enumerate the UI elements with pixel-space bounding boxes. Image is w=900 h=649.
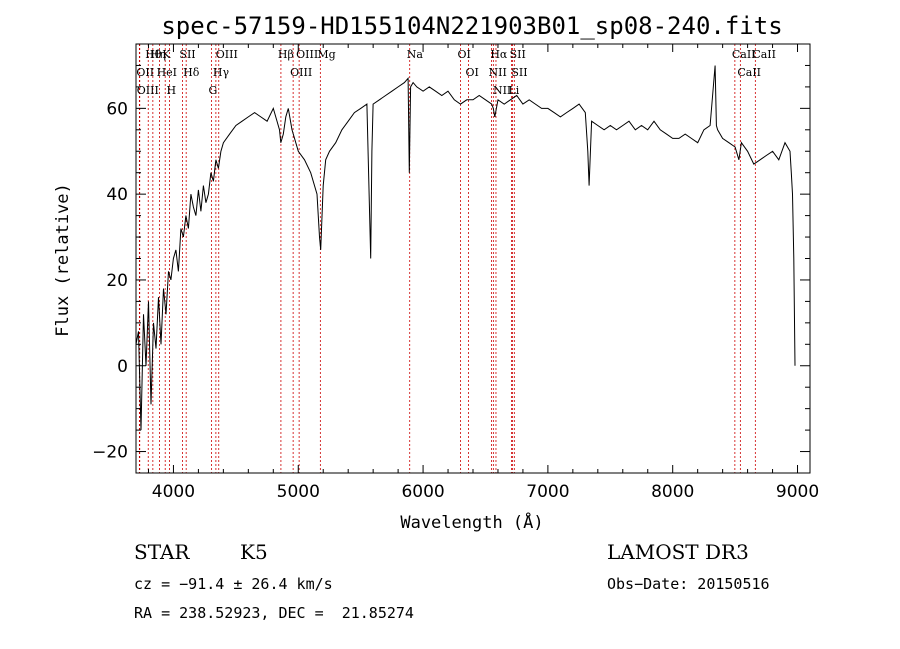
spectral-line-label: CaII	[737, 66, 761, 79]
spectral-line-label: Hδ	[183, 66, 200, 79]
spectral-line-label: NII	[488, 66, 506, 79]
spectral-line-label: SII	[179, 48, 195, 61]
spectral-line-label: OII	[136, 66, 154, 79]
spectral-line-label: CaII	[732, 48, 756, 61]
spectral-line-label: Hβ	[278, 48, 294, 61]
spectral-line-label: Li	[508, 84, 519, 97]
spectral-line-label: H	[166, 84, 176, 97]
spectral-line-label: Hη	[150, 48, 166, 61]
spectrum-series	[135, 65, 796, 431]
x-tick-label: 4000	[152, 482, 195, 502]
spectral-line-label: SII	[510, 48, 526, 61]
spectral-line-label: NII	[493, 84, 511, 97]
chart-title: spec-57159-HD155104N221903B01_sp08-240.f…	[161, 12, 782, 40]
spectrum-line-flux	[135, 65, 796, 431]
spectral-line-label: OI	[458, 48, 471, 61]
spectral-line-label: CaII	[752, 48, 776, 61]
spectral-line-label: HeI	[157, 66, 177, 79]
object-subclass: K5	[240, 540, 268, 564]
x-tick-label: 5000	[277, 482, 320, 502]
y-tick-label: 40	[106, 185, 128, 205]
object-class: STAR	[134, 540, 190, 564]
spectral-line-label: OIII	[216, 48, 238, 61]
y-axis-label: Flux (relative)	[53, 183, 73, 337]
spectral-line-label: Hθ	[145, 48, 162, 61]
plot-frame	[135, 43, 811, 474]
spectral-lines	[138, 44, 756, 473]
x-tick-label: 7000	[526, 482, 569, 502]
x-tick-label: 8000	[651, 482, 694, 502]
redshift-readout: cz = −91.4 ± 26.4 km/s	[134, 575, 333, 593]
spectral-line-label: OIII	[137, 84, 159, 97]
spectral-line-label: Na	[407, 48, 424, 61]
obs-date: Obs−Date: 20150516	[607, 575, 770, 593]
y-tick-label: 0	[117, 357, 128, 377]
spectral-line-label: OI	[466, 66, 479, 79]
spectral-line-label: Hγ	[213, 66, 230, 79]
spectral-line-label: OIII	[296, 48, 318, 61]
spectral-line-label: Hα	[490, 48, 508, 61]
x-tick-label: 6000	[401, 482, 444, 502]
spectral-line-label: G	[209, 84, 218, 97]
y-tick-label: 20	[106, 271, 128, 291]
spectral-line-label: SII	[511, 66, 527, 79]
coordinates: RA = 238.52923, DEC = 21.85274	[134, 604, 414, 622]
spectral-line-label: K	[162, 48, 171, 61]
spectral-line-label: Mg	[317, 48, 335, 61]
y-tick-label: 60	[106, 99, 128, 119]
x-tick-label: 9000	[776, 482, 819, 502]
y-axis: −20 0 20 40 60	[92, 43, 810, 474]
x-axis: 4000 5000 6000 7000 8000 9000	[147, 44, 819, 502]
y-tick-label: −20	[92, 443, 128, 463]
survey-name: LAMOST DR3	[607, 540, 749, 564]
spectral-line-label: OIII	[290, 66, 312, 79]
x-axis-label: Wavelength (Å)	[400, 511, 543, 533]
